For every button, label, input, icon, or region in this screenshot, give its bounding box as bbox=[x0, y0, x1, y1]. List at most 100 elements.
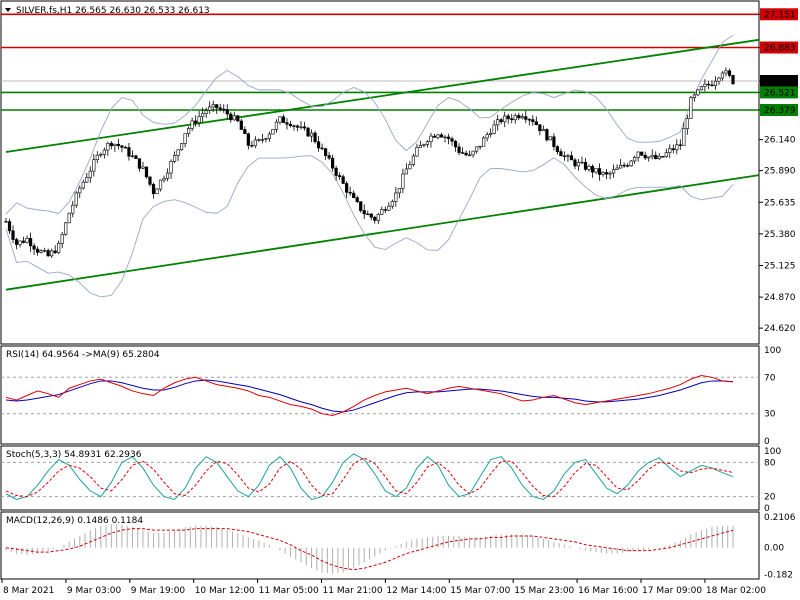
candle-body bbox=[538, 124, 542, 132]
candle-body bbox=[464, 152, 468, 156]
candle-body bbox=[113, 143, 117, 147]
time-axis-label: 15 Mar 23:00 bbox=[514, 586, 574, 596]
candle-body bbox=[583, 161, 588, 170]
candle-body bbox=[359, 201, 363, 211]
candle-body bbox=[682, 128, 686, 146]
candle-body bbox=[130, 155, 135, 157]
candle-body bbox=[611, 169, 616, 174]
candle-body bbox=[106, 142, 110, 151]
candle-body bbox=[338, 175, 342, 177]
candle-body bbox=[499, 119, 503, 123]
stoch-axis-label: 0 bbox=[764, 504, 770, 514]
candle-body bbox=[510, 118, 514, 121]
candle-body bbox=[172, 155, 177, 162]
candle-body bbox=[650, 154, 654, 158]
time-axis-label: 11 Mar 05:00 bbox=[259, 586, 319, 596]
time-axis-label: 8 Mar 2021 bbox=[3, 586, 54, 596]
candle-body bbox=[506, 115, 510, 120]
candle-body bbox=[134, 155, 138, 159]
time-axis-label: 9 Mar 03:00 bbox=[67, 586, 122, 596]
candle-body bbox=[292, 125, 296, 127]
candle-body bbox=[355, 197, 359, 202]
candle-body bbox=[50, 250, 54, 257]
candle-body bbox=[362, 210, 366, 215]
candle-body bbox=[43, 250, 47, 252]
candle-body bbox=[180, 143, 184, 151]
rsi-label: RSI(14) 64.9564 ->MA(9) 65.2804 bbox=[6, 350, 160, 360]
stoch-k-line bbox=[5, 453, 734, 501]
candle-body bbox=[162, 178, 166, 181]
candle-body bbox=[713, 80, 718, 86]
candle-body bbox=[380, 209, 384, 215]
dropdown-triangle-icon[interactable] bbox=[5, 8, 11, 12]
candle-body bbox=[429, 135, 433, 142]
channel-lower-line bbox=[5, 174, 760, 291]
candle-body bbox=[215, 104, 219, 109]
candle-body bbox=[187, 128, 191, 134]
candle-body bbox=[151, 184, 156, 195]
candle-body bbox=[636, 151, 640, 158]
candle-body bbox=[208, 106, 212, 111]
candle-body bbox=[53, 250, 57, 254]
candle-body bbox=[622, 164, 626, 167]
candle-body bbox=[85, 177, 89, 183]
candle-body bbox=[485, 134, 489, 139]
candle-body bbox=[264, 138, 268, 140]
candle-body bbox=[250, 145, 254, 147]
candle-body bbox=[71, 204, 75, 214]
candle-body bbox=[731, 75, 735, 85]
candle-body bbox=[7, 221, 12, 232]
candle-body bbox=[415, 147, 419, 157]
price-axis-label: 25.890 bbox=[764, 167, 796, 177]
candle-body bbox=[116, 143, 120, 147]
candle-body bbox=[601, 172, 605, 175]
candle-body bbox=[482, 137, 486, 147]
time-axis-label: 16 Mar 16:00 bbox=[578, 586, 638, 596]
candle-body bbox=[21, 240, 26, 243]
price-axis-label: 25.125 bbox=[764, 262, 796, 272]
candle-body bbox=[692, 94, 696, 98]
candle-body bbox=[373, 216, 377, 221]
candle-body bbox=[696, 89, 700, 96]
candle-body bbox=[92, 159, 96, 172]
channel-upper-line bbox=[5, 38, 760, 153]
stoch-axis-label: 100 bbox=[764, 447, 781, 457]
candle-body bbox=[158, 179, 163, 190]
candle-body bbox=[727, 70, 732, 76]
candle-body bbox=[629, 160, 633, 167]
candle-body bbox=[724, 70, 728, 74]
candle-body bbox=[271, 129, 275, 135]
candle-body bbox=[148, 176, 152, 185]
candle-body bbox=[425, 141, 430, 145]
candle-body bbox=[559, 151, 563, 157]
candle-body bbox=[555, 146, 559, 152]
price-axis-label: 25.380 bbox=[764, 230, 796, 240]
macd-axis-label: 0.2106 bbox=[764, 513, 796, 523]
candle-body bbox=[471, 150, 475, 156]
candle-body bbox=[608, 172, 612, 175]
candle-body bbox=[517, 115, 521, 119]
candle-body bbox=[299, 126, 303, 128]
candle-body bbox=[647, 156, 651, 159]
candle-body bbox=[257, 139, 261, 141]
candle-body bbox=[327, 155, 331, 159]
candle-body bbox=[366, 213, 370, 216]
candle-body bbox=[397, 188, 401, 194]
candle-body bbox=[288, 123, 293, 127]
macd-signal-line bbox=[5, 528, 734, 571]
candle-body bbox=[503, 115, 507, 123]
candle-body bbox=[720, 72, 725, 79]
macd-series bbox=[5, 524, 734, 575]
main-series bbox=[1, 13, 760, 298]
candle-body bbox=[685, 118, 689, 129]
candle-body bbox=[520, 116, 524, 119]
candle-body bbox=[668, 148, 672, 153]
candle-body bbox=[443, 136, 447, 139]
candle-body bbox=[604, 172, 609, 175]
rsi-series bbox=[1, 374, 759, 417]
stoch-d-line bbox=[5, 457, 734, 498]
candle-body bbox=[671, 148, 675, 151]
candle-body bbox=[587, 166, 591, 170]
candle-body bbox=[239, 120, 243, 130]
